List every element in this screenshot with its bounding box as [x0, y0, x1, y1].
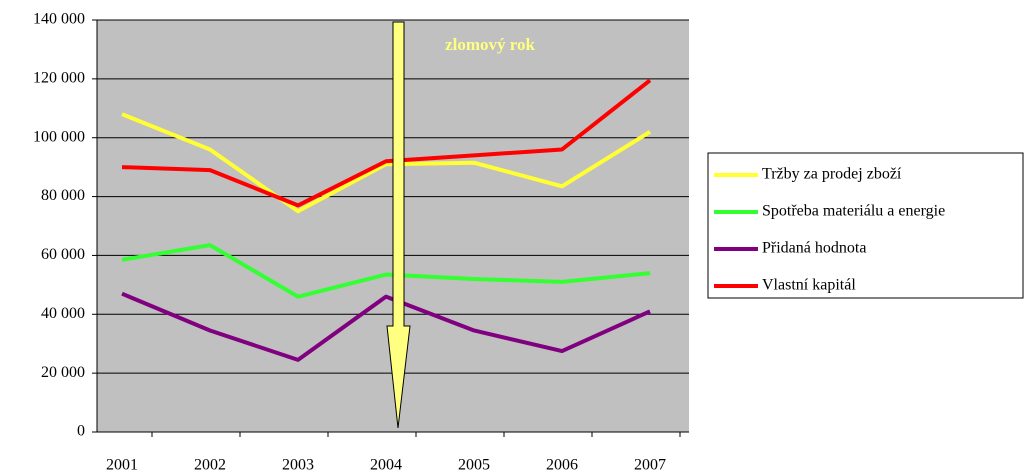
legend	[707, 152, 1024, 299]
x-tick-label: 2001	[106, 457, 138, 474]
legend-label: Vlastní kapitál	[762, 277, 856, 294]
x-tick-label: 2003	[282, 457, 314, 474]
legend-label: Přidaná hodnota	[762, 240, 866, 257]
x-tick-label: 2002	[194, 457, 226, 474]
arrow	[386, 21, 411, 429]
annotation: zlomový rok	[445, 35, 535, 54]
legend-label: Tržby za prodej zboží	[762, 166, 902, 183]
y-tick-label: 80 000	[41, 187, 85, 204]
series-line	[121, 243, 651, 299]
y-tick-label: 100 000	[33, 128, 85, 145]
legend-items: Tržby za prodej zboží Spotřeba materiálu …	[714, 166, 945, 294]
x-tick-label: 2007	[634, 457, 666, 474]
series-line	[121, 291, 651, 362]
y-tick-label: 140 000	[33, 11, 85, 28]
lines	[121, 78, 652, 362]
y-tick-label: 20 000	[41, 364, 85, 381]
y-tick-label: 120 000	[33, 70, 85, 87]
series-line	[121, 78, 652, 208]
y-tick-label: 40 000	[41, 305, 85, 322]
x-tick-label: 2006	[546, 457, 578, 474]
x-tick-label: 2004	[370, 457, 402, 474]
y-tick-label: 0	[77, 423, 85, 440]
y-tick-label: 60 000	[41, 246, 85, 263]
x-tick-label: 2005	[458, 457, 490, 474]
legend-label: Spotřeba materiálu a energie	[762, 203, 945, 220]
series-line	[121, 112, 652, 214]
